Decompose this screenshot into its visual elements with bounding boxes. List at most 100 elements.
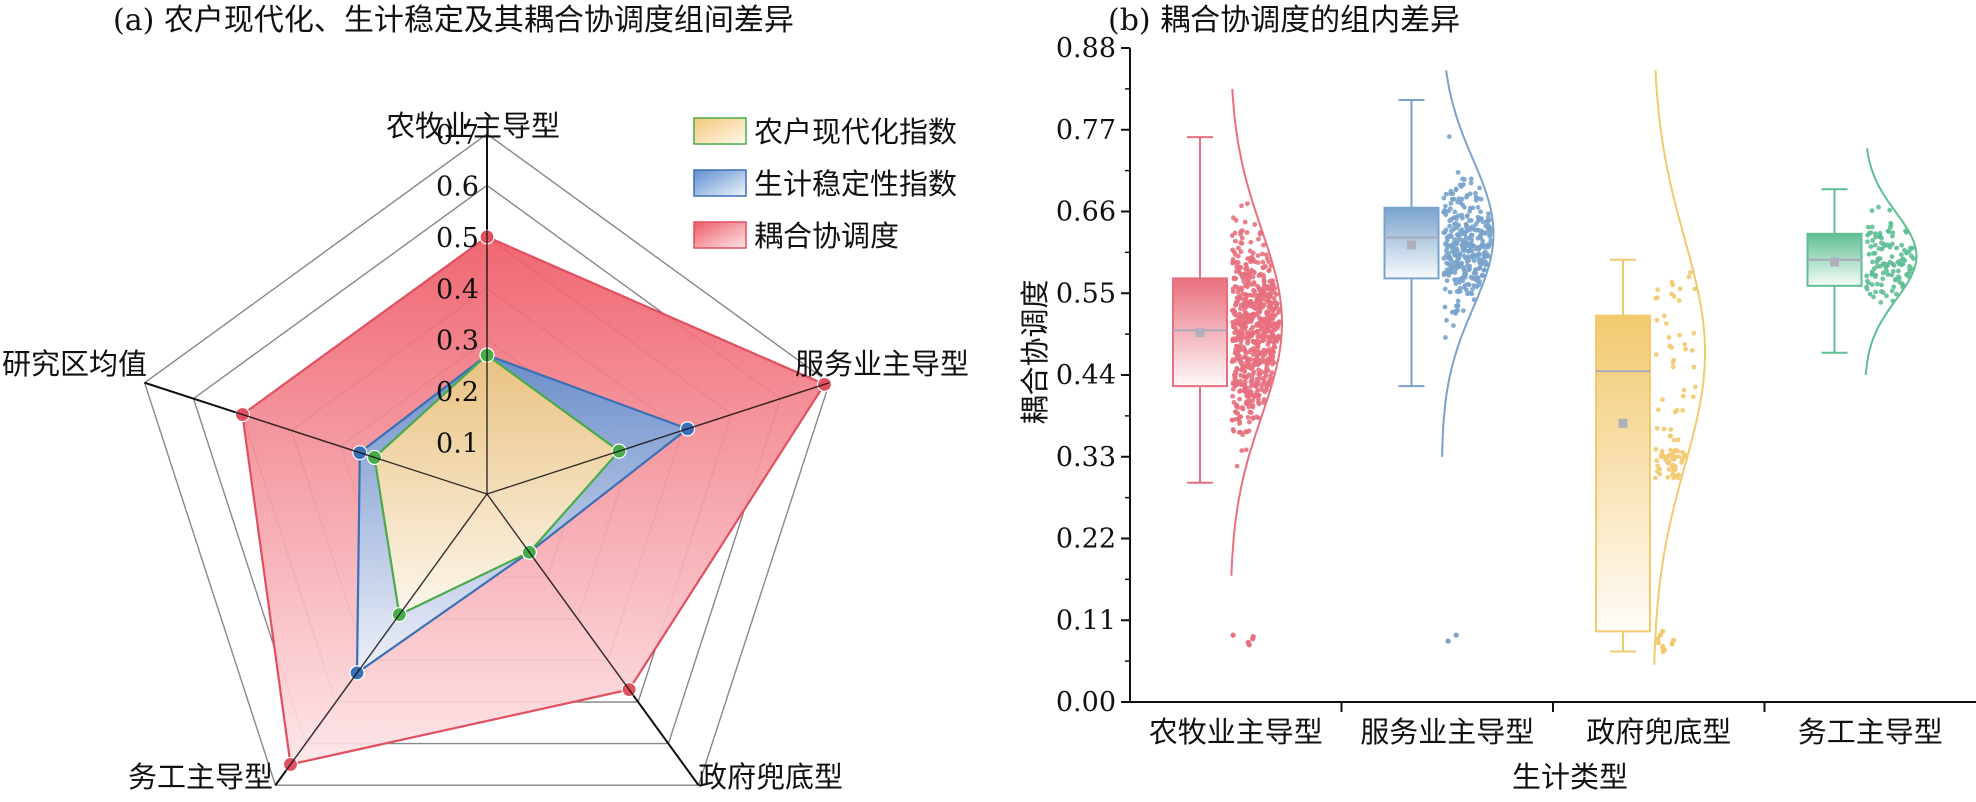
data-point (1884, 262, 1890, 267)
x-category-label-2: 服务业主导型 (1360, 715, 1534, 749)
data-point (1682, 341, 1688, 347)
radar-axis-label-2: 服务业主导型 (795, 347, 969, 381)
data-point (1270, 332, 1276, 338)
group-3: 政府兜底型 (1586, 70, 1731, 749)
data-point (1874, 281, 1880, 287)
data-point (1267, 291, 1273, 297)
kde-curve (1441, 70, 1495, 457)
data-point (1448, 234, 1454, 240)
data-point (1240, 291, 1246, 297)
data-point (1451, 221, 1457, 227)
data-point (1670, 359, 1676, 365)
data-point (1446, 262, 1452, 267)
boxplot-title: (b) 耦合协调度的组内差异 (1108, 3, 1460, 38)
data-point (1231, 400, 1237, 405)
data-point (1668, 447, 1673, 453)
data-point (1671, 437, 1677, 443)
data-point (1468, 176, 1474, 182)
data-point (1471, 297, 1477, 302)
outlier-point-2 (1445, 638, 1451, 644)
data-point (1672, 409, 1678, 415)
data-point (1263, 293, 1269, 299)
data-point (1261, 242, 1266, 248)
data-point (1238, 249, 1244, 255)
data-point (1257, 376, 1262, 381)
data-point (1889, 272, 1895, 278)
data-point (1265, 256, 1270, 261)
data-point (1475, 278, 1480, 284)
data-point (1659, 452, 1664, 458)
data-point (1231, 275, 1237, 281)
data-point (1237, 396, 1242, 402)
radar-series (144, 134, 833, 786)
data-point (1266, 323, 1271, 329)
data-point (1231, 428, 1237, 434)
data-point (1452, 215, 1458, 220)
data-point (1473, 222, 1479, 227)
data-point (1465, 267, 1471, 273)
data-point (1681, 387, 1687, 393)
radar-tick-7: 0.7 (436, 120, 479, 151)
swarm-points (1441, 134, 1494, 644)
data-point (1670, 282, 1676, 288)
data-point (1453, 187, 1459, 193)
data-point (1233, 326, 1239, 332)
outlier-point-9 (1660, 648, 1666, 655)
data-point (1239, 235, 1245, 241)
data-point (1655, 407, 1661, 413)
radar-tick-6: 0.6 (436, 171, 479, 202)
data-point (1449, 269, 1454, 275)
data-point (1461, 308, 1466, 313)
data-point (1238, 388, 1243, 393)
data-point (1264, 310, 1269, 315)
data-point (1468, 247, 1473, 253)
data-point (1677, 286, 1683, 292)
data-point (1890, 268, 1896, 274)
data-point (1252, 357, 1258, 363)
data-point (1679, 449, 1685, 455)
data-point (1896, 268, 1901, 274)
data-point (1896, 261, 1902, 267)
data-point (1251, 330, 1256, 336)
data-point (1872, 242, 1878, 248)
data-point (1675, 437, 1681, 443)
data-point (1887, 225, 1893, 230)
data-point (1676, 298, 1682, 303)
data-point (1251, 338, 1256, 344)
y-tick-label-4: 0.33 (1056, 442, 1116, 473)
data-point (1268, 353, 1274, 358)
data-point (1232, 284, 1238, 289)
data-point (1470, 286, 1475, 292)
data-point (1272, 339, 1277, 344)
outlier-point-4 (1655, 636, 1661, 642)
data-point (1242, 348, 1248, 354)
data-point (1468, 243, 1473, 248)
data-point (1242, 283, 1248, 289)
data-point (1443, 203, 1448, 209)
radar-title: (a) 农户现代化、生计稳定及其耦合协调度组间差异 (113, 3, 794, 38)
data-point (1242, 382, 1248, 388)
data-point (1681, 393, 1686, 399)
data-point (1879, 246, 1885, 252)
data-point (1478, 209, 1483, 215)
radar-spoke-overlay-3 (486, 493, 700, 786)
data-point (1486, 211, 1491, 217)
data-point (1672, 454, 1678, 460)
data-point (1886, 229, 1892, 235)
data-point (1246, 349, 1252, 355)
radar-tick-4: 0.4 (436, 274, 479, 305)
data-point (1231, 372, 1237, 378)
data-point (1457, 288, 1463, 294)
data-point (1233, 238, 1238, 244)
data-point (1256, 287, 1262, 293)
data-point (1249, 375, 1255, 381)
data-point (1235, 260, 1241, 265)
legend-label-3: 耦合协调度 (754, 219, 899, 253)
data-point (1250, 371, 1256, 377)
data-point (1894, 245, 1899, 251)
data-point (1261, 400, 1266, 405)
data-point (1263, 318, 1269, 324)
data-point (1876, 204, 1881, 210)
data-point (1272, 290, 1277, 296)
data-point (1904, 229, 1909, 235)
